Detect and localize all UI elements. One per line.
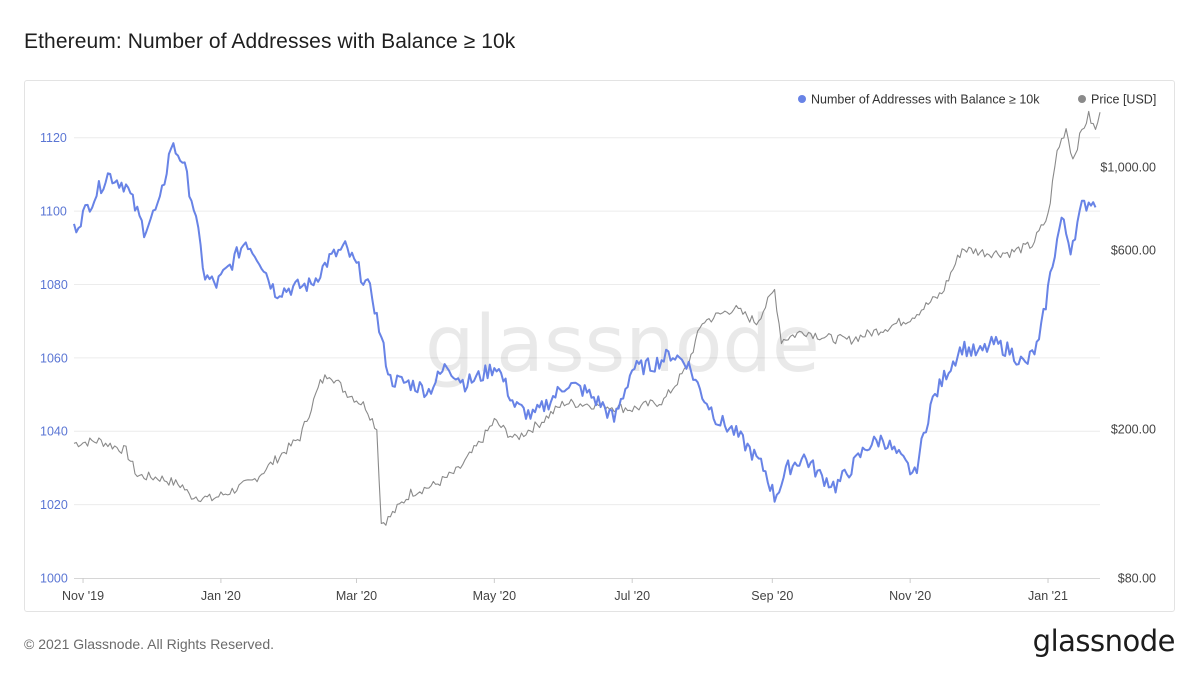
legend-label-price: Price [USD] [1091,93,1156,107]
legend-item-addresses[interactable]: Number of Addresses with Balance ≥ 10k [798,93,1040,107]
left-axis-tick-label: 1080 [40,278,68,292]
left-axis-tick-label: 1100 [40,205,67,219]
x-axis-tick-label: Nov '19 [62,589,104,603]
legend-item-price[interactable]: Price [USD] [1078,93,1156,107]
right-axis: $80.00 $200.00 $600.00 $1,000.00 [1100,160,1156,585]
x-axis: Nov '19 Jan '20 Mar '20 May '20 Jul '20 Sep '… [62,578,1068,603]
x-axis-tick-label: Mar '20 [336,589,377,603]
series-layer [73,110,1101,526]
brand-logo[interactable]: glassnode [1032,624,1176,658]
x-axis-tick-label: Jan '21 [1028,589,1068,603]
x-axis-tick-label: May '20 [473,589,516,603]
price-line [73,110,1101,526]
legend-label-addresses: Number of Addresses with Balance ≥ 10k [811,93,1040,107]
left-axis-tick-label: 1000 [40,572,68,586]
right-axis-tick-label: $1,000.00 [1100,160,1156,174]
left-axis-tick-label: 1040 [40,425,68,439]
watermark: glassnode [425,300,820,390]
right-axis-tick-label: $80.00 [1118,572,1156,586]
chart-panel: glassnode 1000 1020 1040 1060 1080 1100 1120 $… [24,80,1175,612]
right-axis-tick-label: $600.00 [1111,244,1156,258]
left-axis: 1000 1020 1040 1060 1080 1100 1120 [40,131,68,585]
legend-dot-price [1078,95,1086,103]
left-axis-tick-label: 1120 [40,131,67,145]
copyright: © 2021 Glassnode. All Rights Reserved. [24,636,275,652]
page-title: Ethereum: Number of Addresses with Balan… [24,30,516,53]
x-axis-tick-label: Sep '20 [751,589,793,603]
left-axis-tick-label: 1060 [40,351,68,365]
left-axis-tick-label: 1020 [40,498,68,512]
right-axis-tick-label: $200.00 [1111,422,1156,436]
x-axis-tick-label: Jul '20 [614,589,650,603]
x-axis-tick-label: Nov '20 [889,589,931,603]
addresses-line [73,142,1097,503]
legend-dot-addresses [798,95,806,103]
legend[interactable]: Number of Addresses with Balance ≥ 10k P… [798,93,1156,107]
chart[interactable]: glassnode 1000 1020 1040 1060 1080 1100 1120 $… [25,81,1176,613]
grid [74,137,1100,579]
x-axis-tick-label: Jan '20 [201,589,241,603]
